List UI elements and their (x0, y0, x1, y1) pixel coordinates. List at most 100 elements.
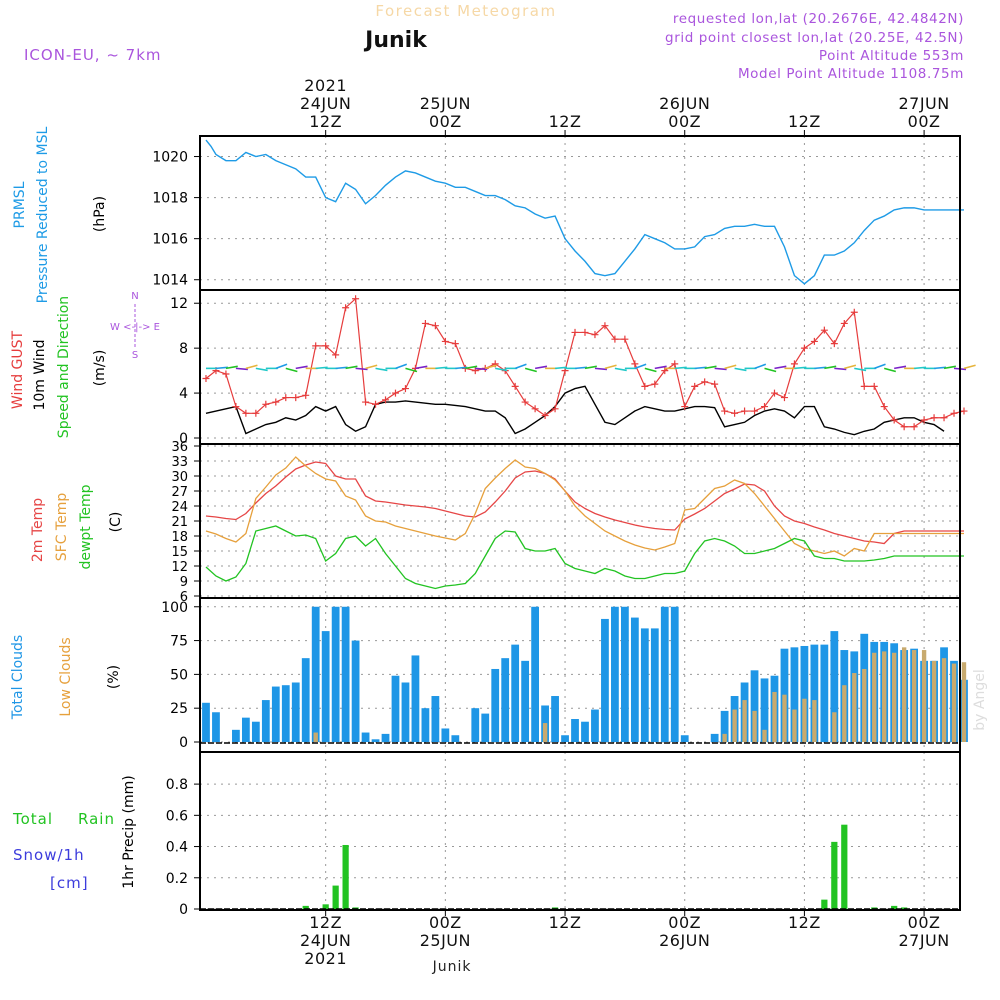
top-time-label: 00Z (908, 112, 941, 131)
wind-label: 10m Wind (32, 339, 48, 410)
gust-point (342, 304, 350, 312)
bottom-time-label: 2021 (304, 949, 347, 968)
gust-point (621, 335, 629, 343)
y-tick-label: 1018 (152, 191, 188, 207)
low-cloud-bar (941, 658, 947, 742)
low-cloud-bar (542, 723, 548, 742)
wind-arrow (485, 364, 498, 370)
panels: 1014101610181020048126912151821242730333… (152, 135, 976, 918)
total-cloud-bar (760, 678, 769, 742)
total-cloud-bar (630, 617, 639, 742)
rain-bar (352, 907, 359, 909)
y-tick-label: 30 (171, 470, 188, 485)
location-title: Junik (363, 28, 428, 53)
y-tick-label: 24 (171, 500, 188, 515)
y-tick-label: 0.6 (166, 808, 188, 824)
total-cloud-bar (341, 606, 350, 742)
total-cloud-bar (660, 606, 669, 742)
sfc-temp-line (205, 456, 964, 557)
wind-arrow (275, 363, 288, 370)
panel-frame (199, 289, 961, 445)
total-cloud-bar (451, 735, 460, 742)
total-cloud-bar (391, 675, 400, 742)
total-cloud-bar (491, 668, 500, 742)
model-altitude: Model Point Altitude 1108.75m (738, 66, 964, 82)
gust-point (391, 389, 399, 397)
gust-point (681, 403, 689, 411)
gust-point (332, 351, 340, 359)
wind-arrow (465, 365, 478, 370)
y-tick-label: 27 (171, 485, 188, 500)
y-tick-label: 21 (171, 515, 188, 530)
total-cloud-bar (511, 644, 520, 742)
gust-point (521, 398, 529, 406)
gust-point (382, 396, 390, 404)
wind-arrow (933, 366, 947, 370)
bottom-time-label: 12Z (549, 913, 582, 932)
wind-arrow (644, 367, 657, 373)
y-tick-label: 6 (180, 590, 188, 605)
precip-axis-label: 1hr Precip (mm) (121, 775, 137, 888)
total-cloud-bar (202, 702, 210, 742)
gust-point (302, 391, 310, 399)
wind-arrow (963, 364, 976, 370)
bottom-time-label: 27JUN (898, 931, 949, 950)
gust-point (571, 328, 579, 336)
gust-point (631, 360, 639, 368)
gust-point (880, 403, 888, 411)
gust-point (810, 337, 818, 345)
gust-point (920, 416, 928, 424)
y-tick-label: 18 (171, 530, 188, 545)
gust-point (252, 409, 260, 417)
total-cloud-bar (421, 708, 430, 742)
dewpt-label: dewpt Temp (78, 484, 94, 569)
wind-labels: Wind GUST 10m Wind Speed and Direction (… (10, 291, 160, 438)
top-time-label: 27JUN (898, 94, 949, 113)
low-cloud-bar (882, 651, 887, 742)
y-tick-label: 1020 (152, 150, 188, 166)
top-time-label: 00Z (429, 112, 462, 131)
top-time-label: 24JUN (300, 94, 351, 113)
total-cloud-bar (620, 606, 629, 742)
wind-arrow (714, 367, 727, 371)
wind-arrow (245, 364, 258, 370)
gust-point (890, 416, 898, 424)
sfc-label: SFC Temp (54, 493, 70, 562)
wind-arrow (335, 366, 348, 370)
rain-bar (871, 907, 878, 909)
y-tick-label: 1016 (152, 232, 188, 248)
wind-arrow (764, 367, 777, 373)
wind-arrow (844, 364, 857, 370)
total-cloud-bar (401, 682, 410, 742)
total-cloud-bar (531, 606, 540, 742)
total-cloud-bar (212, 712, 220, 742)
bottom-time-label: 25JUN (420, 931, 471, 950)
total-cloud-bar (710, 733, 719, 742)
prmsl-label: PRMSL (12, 181, 28, 228)
total-cloud-bar (471, 708, 480, 742)
wind-arrow (415, 365, 428, 370)
gust-point (471, 367, 479, 375)
total-cloud-bar (481, 713, 490, 742)
gust-point (900, 423, 908, 431)
gust-point (441, 337, 449, 345)
gust-point (362, 398, 370, 406)
wind-arrow (724, 364, 737, 370)
y-tick-label: 100 (161, 600, 188, 616)
total-cloud-bar (291, 682, 300, 742)
gust-line (205, 297, 965, 428)
top-time-label: 25JUN (420, 94, 471, 113)
wind-arrow (834, 367, 847, 371)
gust-point (591, 331, 599, 339)
wind-arrow (475, 367, 488, 371)
wind-arrow (824, 365, 837, 370)
gust-point (860, 382, 868, 390)
y-tick-label: 0 (179, 902, 188, 918)
gust-point (711, 380, 719, 388)
compass-axis: W <-|-> E (110, 322, 160, 333)
y-tick-label: 0.4 (166, 840, 188, 856)
total-cloud-bar (830, 631, 839, 742)
gust-point (262, 400, 270, 408)
rain-label: Rain (78, 810, 115, 828)
